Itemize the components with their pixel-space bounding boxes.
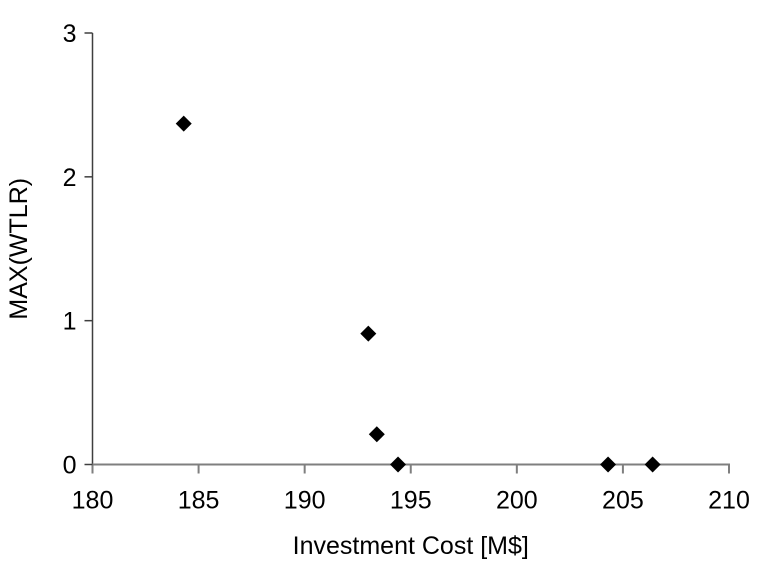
data-point — [390, 456, 407, 473]
axes — [91, 33, 730, 466]
x-tick-label: 200 — [496, 487, 538, 515]
y-tick-label: 0 — [63, 452, 77, 480]
y-axis-title: MAX(WTLR) — [5, 178, 33, 320]
data-point — [644, 456, 661, 473]
data-point — [175, 115, 192, 132]
x-tick-label: 185 — [178, 487, 220, 515]
y-tick-label: 3 — [63, 20, 77, 48]
tick-marks — [84, 32, 730, 474]
x-tick-label: 205 — [602, 487, 644, 515]
data-points — [175, 115, 661, 473]
y-tick-label: 2 — [63, 164, 77, 192]
x-tick-label: 195 — [390, 487, 432, 515]
data-point — [368, 426, 385, 443]
data-point — [600, 456, 617, 473]
x-tick-label: 180 — [72, 487, 114, 515]
y-tick-label: 1 — [63, 308, 77, 336]
tick-labels: 180 185 190 195 200 205 210 0 1 2 3 — [63, 20, 750, 515]
x-tick-label: 190 — [284, 487, 326, 515]
data-point — [360, 325, 377, 342]
x-tick-label: 210 — [708, 487, 750, 515]
x-axis-title: Investment Cost [M$] — [293, 532, 529, 560]
